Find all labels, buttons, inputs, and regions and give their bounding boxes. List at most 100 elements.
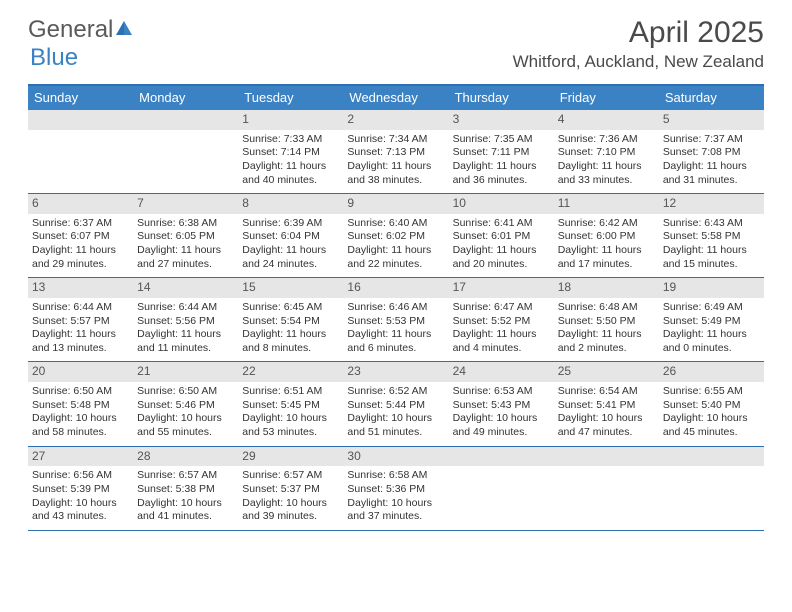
day-number: 13 xyxy=(28,278,133,298)
day-number xyxy=(28,110,133,130)
day-cell: 12Sunrise: 6:43 AMSunset: 5:58 PMDayligh… xyxy=(659,194,764,277)
logo: General xyxy=(28,16,136,44)
sunset-text: Sunset: 7:13 PM xyxy=(347,146,444,160)
day-cell xyxy=(133,110,238,193)
day-cell: 14Sunrise: 6:44 AMSunset: 5:56 PMDayligh… xyxy=(133,278,238,361)
page-header: General April 2025 Whitford, Auckland, N… xyxy=(0,0,792,78)
day-cell: 30Sunrise: 6:58 AMSunset: 5:36 PMDayligh… xyxy=(343,447,448,530)
day-number: 22 xyxy=(238,362,343,382)
day-cell: 26Sunrise: 6:55 AMSunset: 5:40 PMDayligh… xyxy=(659,362,764,445)
daylight-text: Daylight: 10 hours and 55 minutes. xyxy=(137,412,234,439)
sunrise-text: Sunrise: 6:47 AM xyxy=(453,301,550,315)
day-number: 16 xyxy=(343,278,448,298)
weekday-header: Wednesday xyxy=(343,86,448,110)
day-number: 29 xyxy=(238,447,343,467)
sunset-text: Sunset: 6:04 PM xyxy=(242,230,339,244)
daylight-text: Daylight: 11 hours and 27 minutes. xyxy=(137,244,234,271)
sunset-text: Sunset: 5:37 PM xyxy=(242,483,339,497)
daylight-text: Daylight: 11 hours and 6 minutes. xyxy=(347,328,444,355)
daylight-text: Daylight: 10 hours and 37 minutes. xyxy=(347,497,444,524)
day-cell: 28Sunrise: 6:57 AMSunset: 5:38 PMDayligh… xyxy=(133,447,238,530)
daylight-text: Daylight: 11 hours and 36 minutes. xyxy=(453,160,550,187)
day-cell: 9Sunrise: 6:40 AMSunset: 6:02 PMDaylight… xyxy=(343,194,448,277)
sunset-text: Sunset: 5:56 PM xyxy=(137,315,234,329)
sunrise-text: Sunrise: 6:50 AM xyxy=(32,385,129,399)
day-number: 12 xyxy=(659,194,764,214)
daylight-text: Daylight: 10 hours and 51 minutes. xyxy=(347,412,444,439)
day-cell: 10Sunrise: 6:41 AMSunset: 6:01 PMDayligh… xyxy=(449,194,554,277)
day-number: 3 xyxy=(449,110,554,130)
sunrise-text: Sunrise: 6:55 AM xyxy=(663,385,760,399)
day-number: 27 xyxy=(28,447,133,467)
day-number: 8 xyxy=(238,194,343,214)
daylight-text: Daylight: 10 hours and 45 minutes. xyxy=(663,412,760,439)
day-cell: 1Sunrise: 7:33 AMSunset: 7:14 PMDaylight… xyxy=(238,110,343,193)
sunset-text: Sunset: 5:48 PM xyxy=(32,399,129,413)
sunrise-text: Sunrise: 6:48 AM xyxy=(558,301,655,315)
sunrise-text: Sunrise: 6:38 AM xyxy=(137,217,234,231)
week-row: 27Sunrise: 6:56 AMSunset: 5:39 PMDayligh… xyxy=(28,447,764,531)
sunset-text: Sunset: 5:53 PM xyxy=(347,315,444,329)
day-number: 30 xyxy=(343,447,448,467)
sunset-text: Sunset: 7:11 PM xyxy=(453,146,550,160)
day-number: 26 xyxy=(659,362,764,382)
daylight-text: Daylight: 10 hours and 53 minutes. xyxy=(242,412,339,439)
day-number xyxy=(554,447,659,467)
sunrise-text: Sunrise: 7:37 AM xyxy=(663,133,760,147)
day-cell: 21 Sunrise: 6:50 AMSunset: 5:46 PMDayligh… xyxy=(133,362,238,445)
day-cell: 2Sunrise: 7:34 AMSunset: 7:13 PMDaylight… xyxy=(343,110,448,193)
day-cell: 20Sunrise: 6:50 AMSunset: 5:48 PMDayligh… xyxy=(28,362,133,445)
sunset-text: Sunset: 5:43 PM xyxy=(453,399,550,413)
daylight-text: Daylight: 11 hours and 22 minutes. xyxy=(347,244,444,271)
day-number: 18 xyxy=(554,278,659,298)
location-label: Whitford, Auckland, New Zealand xyxy=(513,52,764,72)
week-row: 6Sunrise: 6:37 AMSunset: 6:07 PMDaylight… xyxy=(28,194,764,278)
sunrise-text: Sunrise: 6:41 AM xyxy=(453,217,550,231)
sunrise-text: Sunrise: 6:39 AM xyxy=(242,217,339,231)
weekday-header: Friday xyxy=(554,86,659,110)
day-number: 21 xyxy=(133,362,238,382)
sunrise-text: Sunrise: 6:53 AM xyxy=(453,385,550,399)
sunrise-text: Sunrise: 6:43 AM xyxy=(663,217,760,231)
calendar: SundayMondayTuesdayWednesdayThursdayFrid… xyxy=(28,84,764,531)
sunset-text: Sunset: 5:41 PM xyxy=(558,399,655,413)
daylight-text: Daylight: 11 hours and 31 minutes. xyxy=(663,160,760,187)
week-row: 20Sunrise: 6:50 AMSunset: 5:48 PMDayligh… xyxy=(28,362,764,446)
day-cell: 11Sunrise: 6:42 AMSunset: 6:00 PMDayligh… xyxy=(554,194,659,277)
sunset-text: Sunset: 6:07 PM xyxy=(32,230,129,244)
sunrise-text: Sunrise: 7:34 AM xyxy=(347,133,444,147)
daylight-text: Daylight: 10 hours and 49 minutes. xyxy=(453,412,550,439)
sunrise-text: Sunrise: 7:35 AM xyxy=(453,133,550,147)
sunrise-text: Sunrise: 7:36 AM xyxy=(558,133,655,147)
sunrise-text: Sunrise: 6:49 AM xyxy=(663,301,760,315)
day-cell: 25Sunrise: 6:54 AMSunset: 5:41 PMDayligh… xyxy=(554,362,659,445)
day-cell xyxy=(659,447,764,530)
day-cell: 23Sunrise: 6:52 AMSunset: 5:44 PMDayligh… xyxy=(343,362,448,445)
sunset-text: Sunset: 5:57 PM xyxy=(32,315,129,329)
day-number xyxy=(133,110,238,130)
sunset-text: Sunset: 5:38 PM xyxy=(137,483,234,497)
sunrise-text: Sunrise: 6:40 AM xyxy=(347,217,444,231)
daylight-text: Daylight: 11 hours and 33 minutes. xyxy=(558,160,655,187)
day-number xyxy=(449,447,554,467)
month-title: April 2025 xyxy=(513,16,764,50)
sunrise-text: Sunrise: 6:54 AM xyxy=(558,385,655,399)
sunset-text: Sunset: 5:50 PM xyxy=(558,315,655,329)
daylight-text: Daylight: 11 hours and 11 minutes. xyxy=(137,328,234,355)
daylight-text: Daylight: 11 hours and 17 minutes. xyxy=(558,244,655,271)
day-cell xyxy=(28,110,133,193)
logo-word-2: Blue xyxy=(30,44,78,72)
week-row: 1Sunrise: 7:33 AMSunset: 7:14 PMDaylight… xyxy=(28,110,764,194)
daylight-text: Daylight: 10 hours and 58 minutes. xyxy=(32,412,129,439)
sunrise-text: Sunrise: 6:50 AM xyxy=(137,385,234,399)
day-number: 5 xyxy=(659,110,764,130)
day-number: 1 xyxy=(238,110,343,130)
sunset-text: Sunset: 5:46 PM xyxy=(137,399,234,413)
day-number: 11 xyxy=(554,194,659,214)
daylight-text: Daylight: 11 hours and 29 minutes. xyxy=(32,244,129,271)
sunset-text: Sunset: 7:08 PM xyxy=(663,146,760,160)
sunrise-text: Sunrise: 6:42 AM xyxy=(558,217,655,231)
day-cell: 29Sunrise: 6:57 AMSunset: 5:37 PMDayligh… xyxy=(238,447,343,530)
day-cell: 4Sunrise: 7:36 AMSunset: 7:10 PMDaylight… xyxy=(554,110,659,193)
day-number: 25 xyxy=(554,362,659,382)
